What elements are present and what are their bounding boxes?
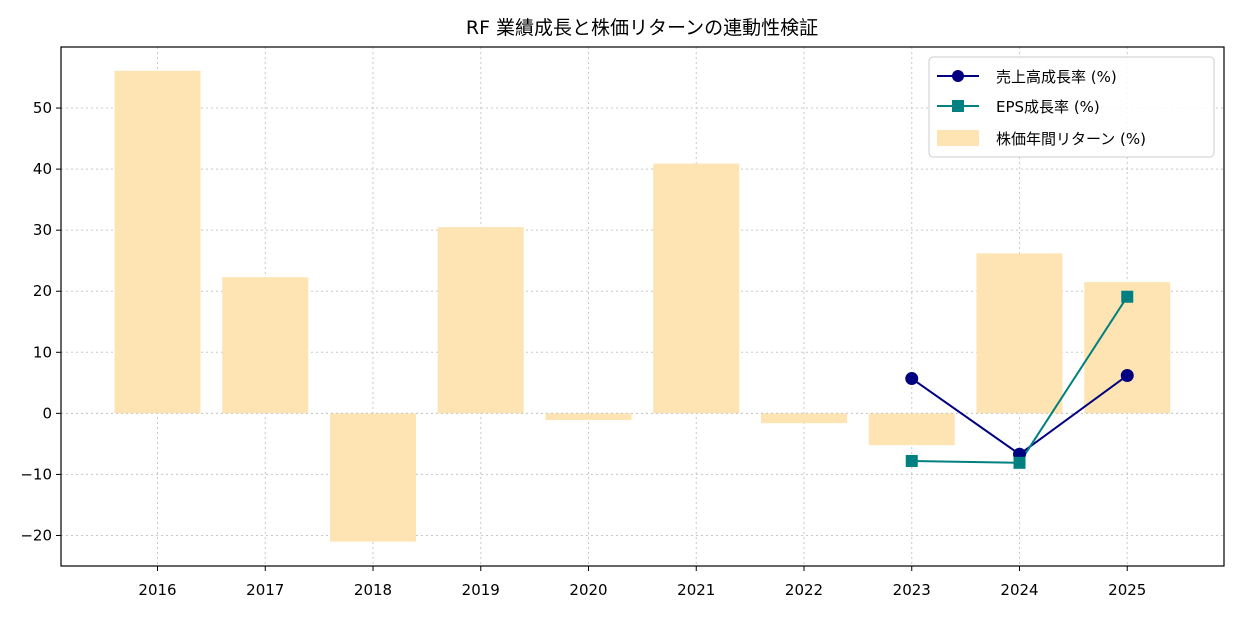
y-tick-label: 30 <box>33 221 52 239</box>
return-bar <box>653 163 740 414</box>
eps-growth-point <box>1013 456 1026 469</box>
legend-marker-eps <box>952 100 964 112</box>
x-tick-label: 2017 <box>246 581 284 599</box>
y-tick-label: 0 <box>42 404 52 422</box>
return-bar <box>545 413 632 421</box>
eps-growth-point <box>905 454 918 467</box>
legend-label-sales: 売上高成長率 (%) <box>996 68 1117 86</box>
sales-growth-point <box>1120 368 1134 382</box>
y-tick-label: 10 <box>33 343 52 361</box>
plot-frame <box>60 46 1225 567</box>
x-tick-label: 2022 <box>785 581 823 599</box>
y-tick-label: 50 <box>33 99 52 117</box>
legend-swatch-return <box>937 130 979 146</box>
x-tick-label: 2019 <box>462 581 500 599</box>
x-tick-label: 2025 <box>1108 581 1146 599</box>
x-axis: 2016 2017 2018 2019 2020 2021 2022 2023 2024 2025 <box>138 566 1146 599</box>
return-bar <box>330 413 416 542</box>
sales-growth-point <box>905 372 919 386</box>
x-tick-label: 2024 <box>1000 581 1038 599</box>
return-bar <box>222 277 309 414</box>
legend-marker-sales <box>952 70 964 82</box>
x-tick-label: 2016 <box>138 581 176 599</box>
x-tick-label: 2020 <box>569 581 607 599</box>
y-axis: −20 −10 0 10 20 30 40 50 <box>20 99 61 544</box>
series-markers <box>905 290 1134 469</box>
y-tick-label: 20 <box>33 282 52 300</box>
return-bar <box>761 413 847 424</box>
return-bar <box>868 413 955 446</box>
x-tick-label: 2021 <box>677 581 715 599</box>
legend-box <box>928 56 1215 158</box>
legend-label-return: 株価年間リターン (%) <box>996 130 1146 148</box>
return-bar <box>114 70 201 414</box>
x-tick-label: 2023 <box>893 581 931 599</box>
eps-growth-point <box>1121 290 1134 303</box>
bars <box>114 70 1171 542</box>
return-bar <box>1084 282 1171 414</box>
y-tick-label: −20 <box>20 526 52 544</box>
legend: 売上高成長率 (%) EPS成長率 (%) 株価年間リターン (%) <box>928 56 1215 158</box>
y-tick-label: −10 <box>20 465 52 483</box>
y-tick-label: 40 <box>33 160 52 178</box>
legend-label-eps: EPS成長率 (%) <box>996 98 1100 116</box>
x-tick-label: 2018 <box>354 581 392 599</box>
chart-title: RF 業績成長と株価リターンの連動性検証 <box>466 17 818 39</box>
return-bar <box>976 253 1063 414</box>
return-bar <box>437 227 524 414</box>
